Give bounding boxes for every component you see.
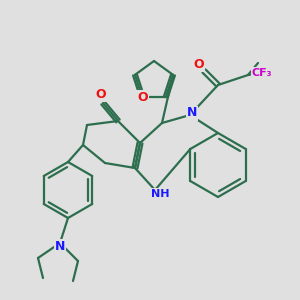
Text: N: N bbox=[55, 239, 65, 253]
Text: O: O bbox=[137, 91, 148, 104]
Text: O: O bbox=[96, 88, 106, 100]
Text: CF₃: CF₃ bbox=[252, 68, 272, 78]
Text: NH: NH bbox=[151, 189, 169, 199]
Text: O: O bbox=[194, 58, 204, 70]
Text: N: N bbox=[187, 106, 197, 119]
